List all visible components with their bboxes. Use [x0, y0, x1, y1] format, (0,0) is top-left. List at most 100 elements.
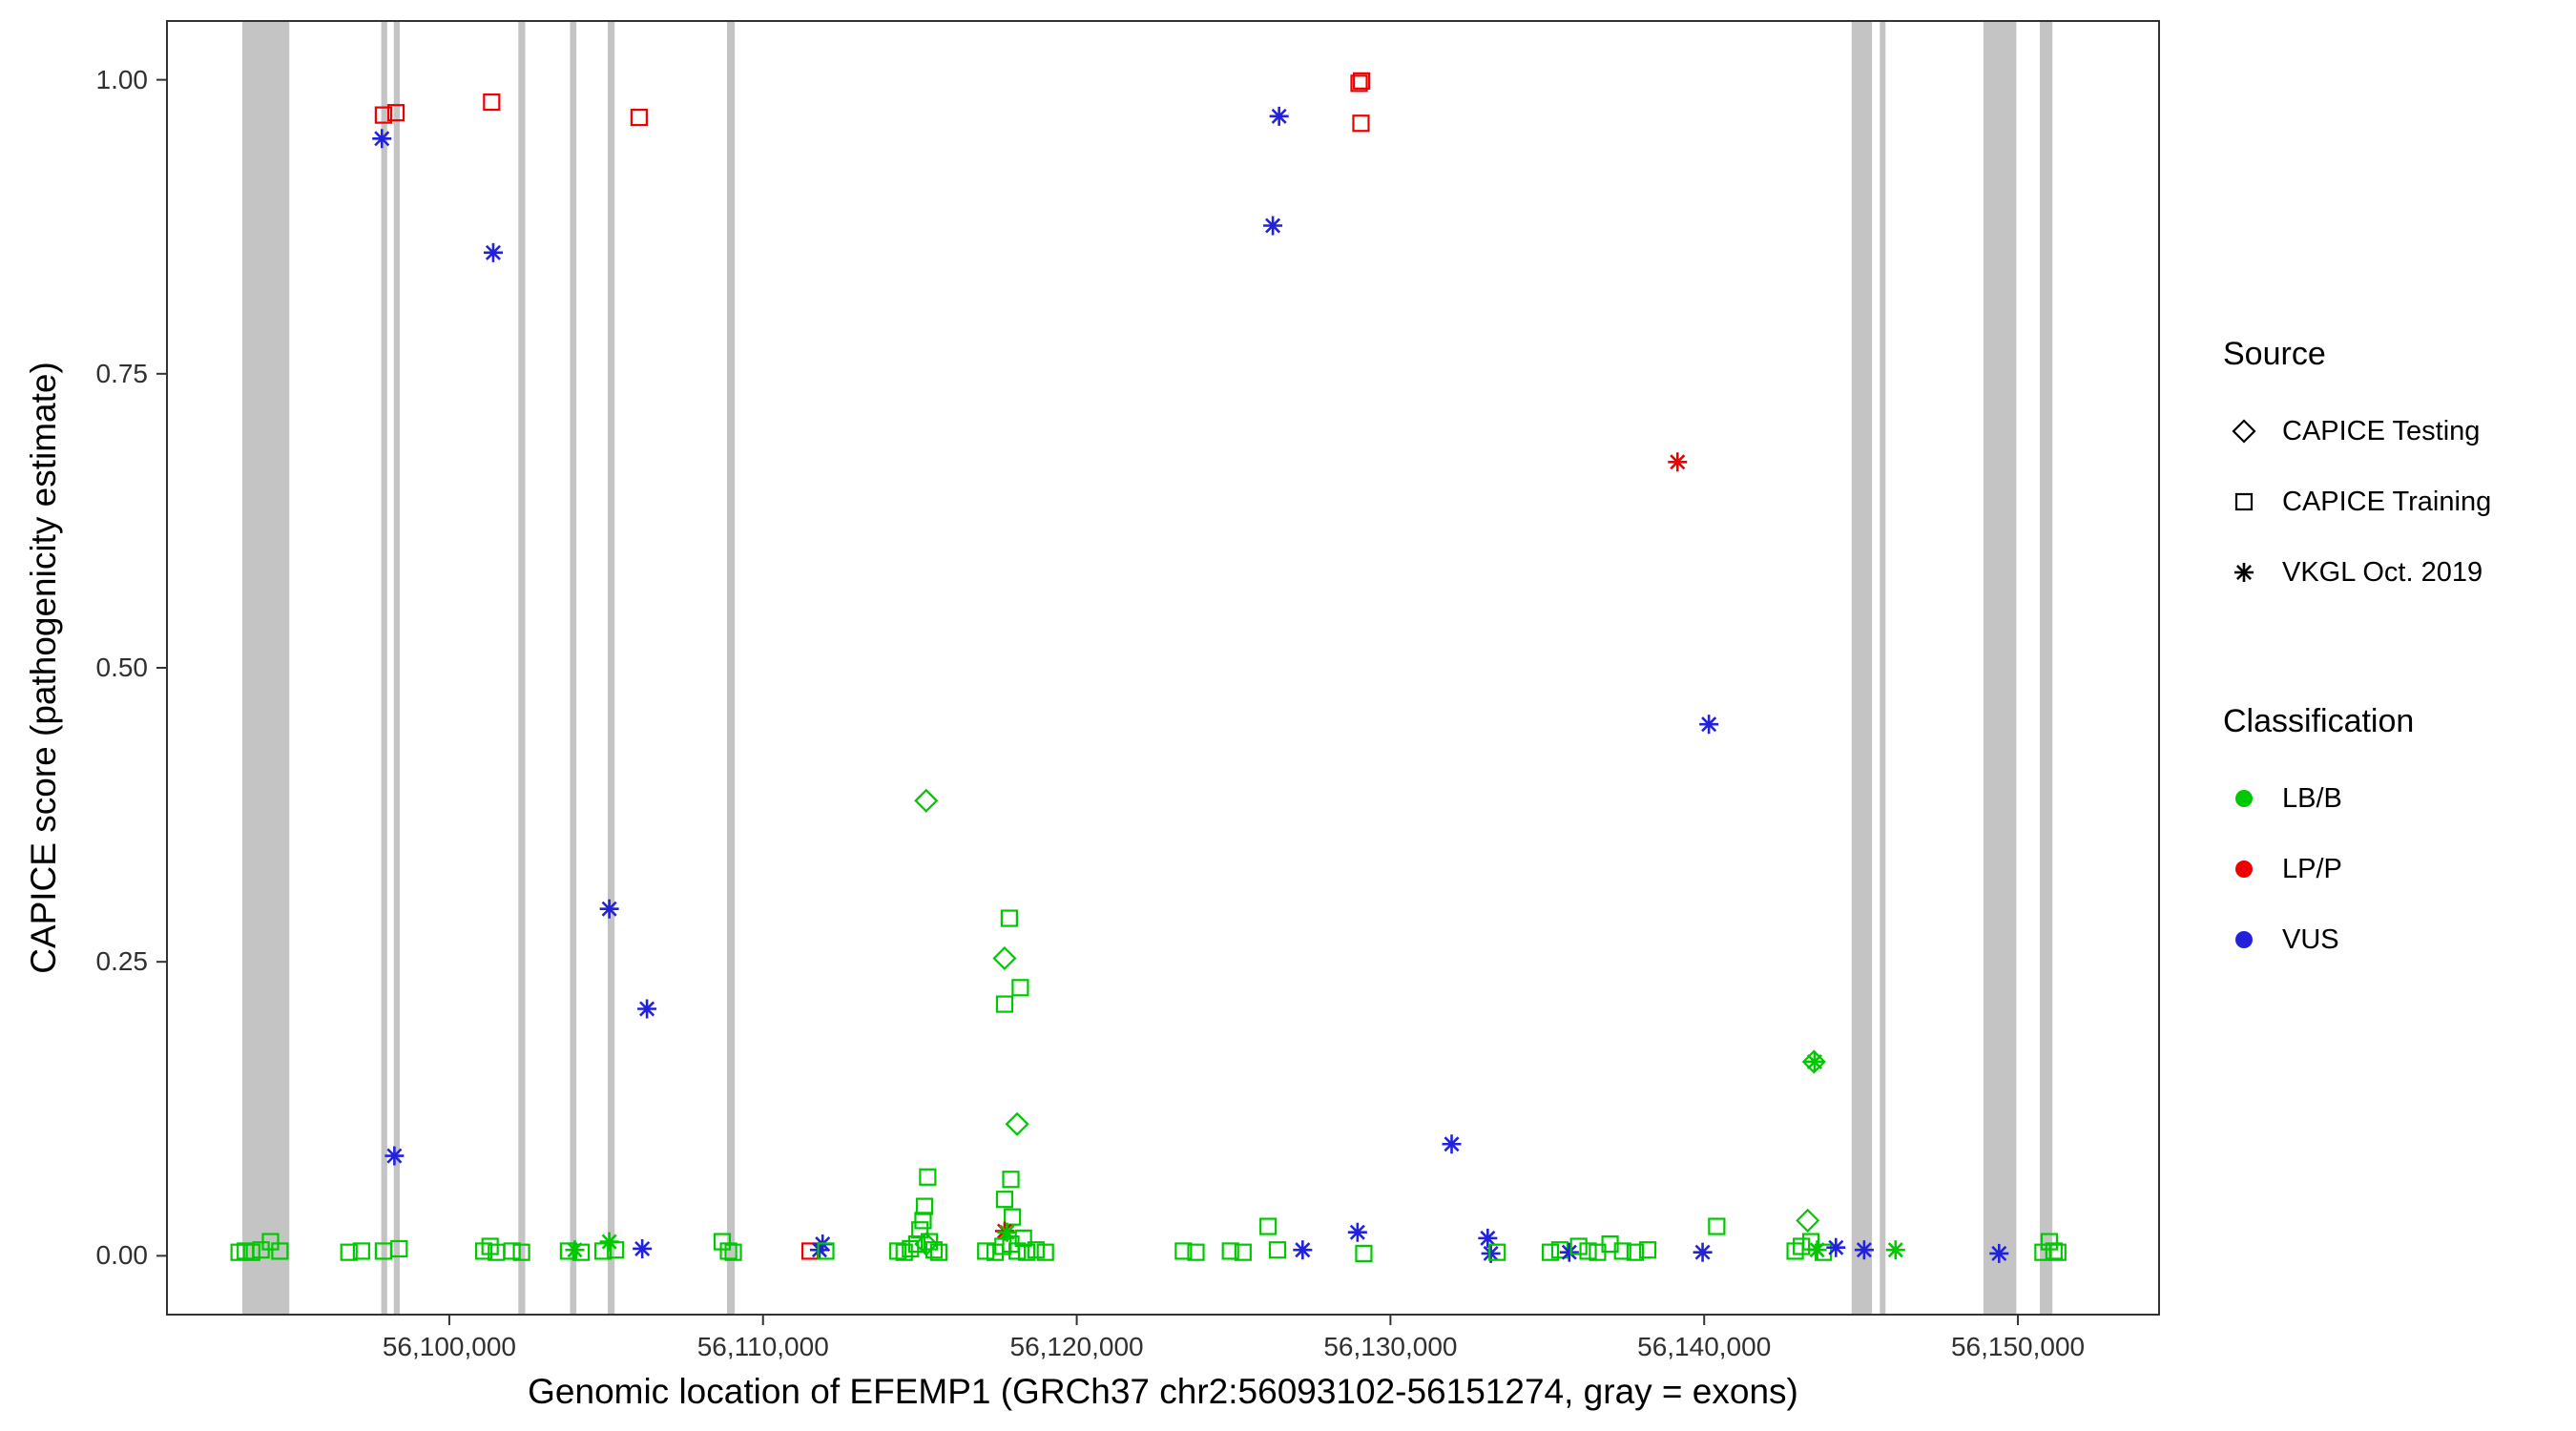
data-point	[1559, 1242, 1579, 1262]
data-point	[1008, 1242, 1027, 1260]
exon-band	[381, 21, 387, 1315]
data-point	[1269, 106, 1289, 126]
data-point	[1187, 1243, 1205, 1261]
data-point	[992, 945, 1017, 971]
data-point	[1786, 1242, 1804, 1260]
data-point	[1347, 1222, 1367, 1242]
data-point	[1579, 1242, 1597, 1260]
data-point	[1017, 1243, 1036, 1261]
data-point	[1174, 1242, 1193, 1260]
legend-item-training: CAPICE Training	[2223, 467, 2491, 537]
legend-item-label: VKGL Oct. 2019	[2282, 556, 2483, 588]
data-point	[1569, 1237, 1588, 1255]
x-tick-label: 56,100,000	[382, 1332, 516, 1361]
data-point	[1801, 1049, 1826, 1074]
exon-band	[726, 21, 736, 1315]
exon-band	[393, 21, 400, 1315]
data-point	[374, 106, 392, 124]
data-point	[719, 1242, 737, 1260]
data-point	[2045, 1242, 2063, 1260]
x-tick-label: 56,150,000	[1950, 1332, 2086, 1361]
y-tick-label: 0.50	[95, 653, 149, 682]
exon-band	[241, 21, 290, 1315]
legend-item-vkgl: VKGL Oct. 2019	[2223, 537, 2491, 608]
y-tick-label: 0.00	[95, 1240, 149, 1271]
data-point	[633, 1238, 653, 1258]
data-point	[512, 1243, 530, 1261]
data-point	[1613, 1242, 1631, 1260]
exon-band	[1880, 21, 1886, 1315]
data-point	[1826, 1237, 1846, 1257]
legend-item-label: LP/P	[2282, 853, 2342, 884]
data-point	[1036, 1243, 1054, 1261]
data-point	[1353, 72, 1371, 90]
square-icon	[2234, 492, 2254, 511]
data-point	[713, 1233, 732, 1251]
y-tick-label: 0.25	[95, 946, 149, 977]
data-point	[2234, 492, 2254, 511]
data-point	[2048, 1243, 2067, 1261]
classification-dot-icon	[2235, 861, 2253, 878]
data-point	[817, 1242, 835, 1260]
data-point	[1234, 1243, 1252, 1261]
data-point	[1002, 1171, 1020, 1189]
x-tick-label: 56,140,000	[1637, 1332, 1772, 1361]
legend-item-vus: VUS	[2223, 904, 2491, 975]
data-point	[1693, 1242, 1713, 1262]
y-tick-label: 1.00	[95, 64, 149, 94]
data-point	[1638, 1241, 1657, 1259]
data-point	[1989, 1243, 2009, 1263]
data-point	[271, 1242, 289, 1260]
data-point	[1263, 216, 1283, 236]
data-point	[1804, 1051, 1824, 1071]
legend-item-lpp: LP/P	[2223, 834, 2491, 904]
legend-source-title: Source	[2223, 336, 2326, 372]
data-point	[1478, 1228, 1498, 1248]
asterisk-icon	[2234, 563, 2254, 582]
data-point	[1027, 1241, 1045, 1259]
exon-band	[1983, 21, 2017, 1315]
data-point	[2232, 419, 2256, 444]
data-point	[386, 104, 405, 122]
plot-panel	[230, 21, 2067, 1315]
exon-band	[607, 21, 615, 1315]
data-point	[599, 899, 619, 919]
data-point	[1885, 1240, 1905, 1260]
legend-classification: Classification LB/B LP/P VUS	[2223, 703, 2491, 975]
data-point	[977, 1242, 995, 1260]
y-axis-title: CAPICE score (pathogenicity estimate)	[24, 362, 63, 974]
data-point	[1626, 1243, 1644, 1261]
legend-item-label: CAPICE Training	[2282, 486, 2492, 517]
data-point	[483, 93, 501, 112]
classification-dot-icon	[2235, 931, 2253, 948]
legend-item-lbb: LB/B	[2223, 763, 2491, 834]
data-point	[1355, 1244, 1373, 1262]
data-point	[929, 1243, 947, 1261]
exon-band	[2040, 21, 2053, 1315]
data-point	[902, 1239, 920, 1258]
data-point	[1699, 715, 1719, 735]
data-point	[481, 1237, 499, 1255]
legend-item-label: VUS	[2282, 923, 2339, 955]
data-point	[1004, 1208, 1022, 1226]
data-point	[475, 1242, 493, 1260]
data-point	[1668, 452, 1688, 472]
legend-item-label: LB/B	[2282, 782, 2342, 814]
data-point	[914, 1232, 939, 1256]
data-point	[230, 1243, 248, 1261]
data-point	[340, 1243, 358, 1261]
data-point	[1293, 1240, 1313, 1260]
data-point	[1014, 1229, 1032, 1247]
data-point	[1000, 909, 1018, 927]
data-point	[1259, 1217, 1278, 1235]
data-point	[352, 1242, 370, 1260]
data-point	[630, 108, 648, 127]
data-point	[390, 1239, 408, 1258]
x-tick-label: 56,110,000	[696, 1332, 829, 1361]
legend: Source CAPICE Testing CAPICE Training VKGL…	[2223, 336, 2491, 975]
data-point	[637, 999, 657, 1019]
data-point	[1854, 1240, 1874, 1260]
x-tick-label: 56,120,000	[1009, 1332, 1144, 1361]
legend-item-testing: CAPICE Testing	[2223, 396, 2491, 467]
